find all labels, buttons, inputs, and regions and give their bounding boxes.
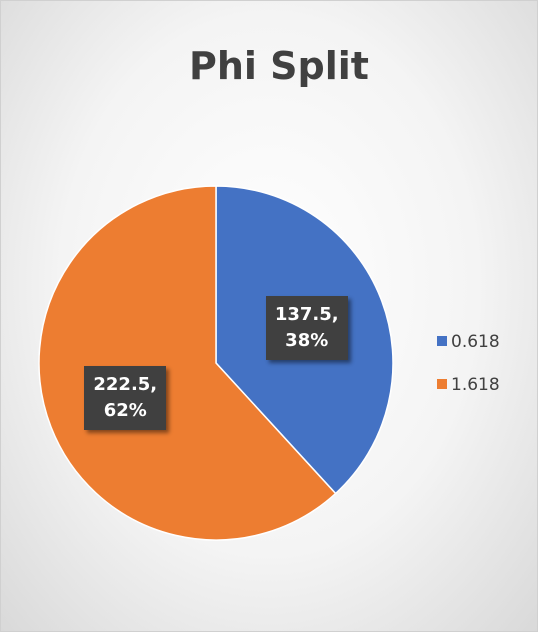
legend-label: 0.618	[451, 332, 500, 352]
legend-marker	[437, 379, 447, 389]
data-label: 222.5, 62%	[84, 366, 167, 431]
legend-marker	[437, 336, 447, 346]
pie-slice	[38, 185, 337, 541]
chart-title: Phi Split	[189, 44, 369, 88]
data-label: 137.5, 38%	[265, 295, 348, 360]
legend-label: 1.618	[451, 375, 500, 395]
